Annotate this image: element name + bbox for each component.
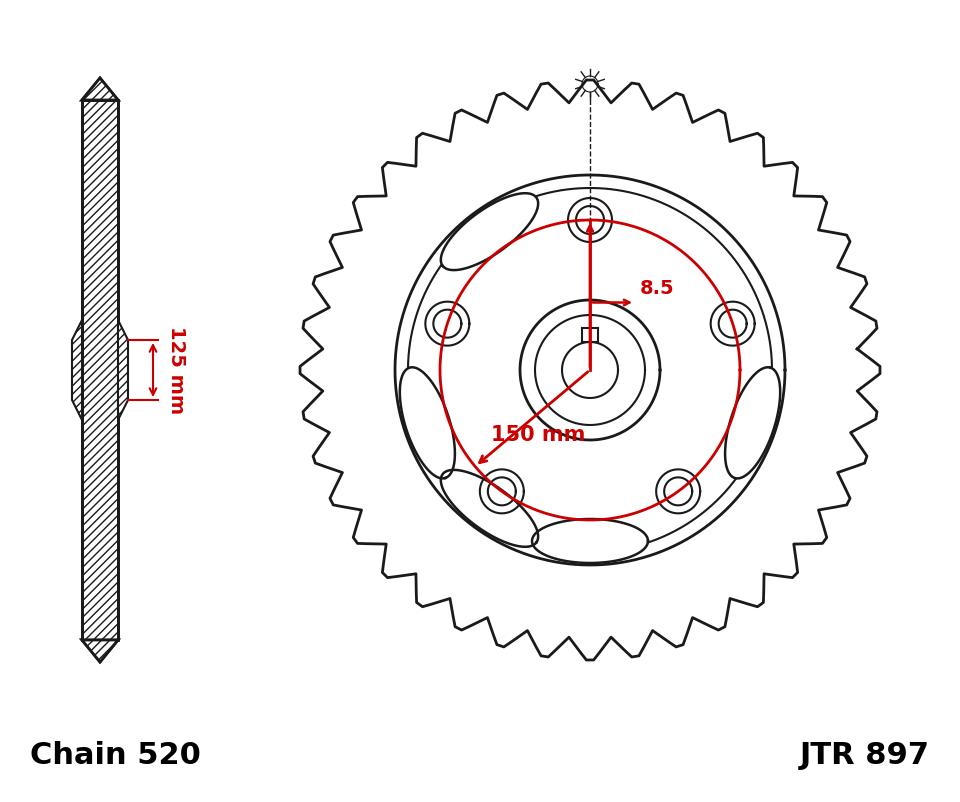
Polygon shape — [300, 80, 880, 660]
Text: 8.5: 8.5 — [640, 278, 675, 298]
Polygon shape — [118, 320, 128, 420]
Polygon shape — [82, 78, 118, 100]
Polygon shape — [82, 100, 118, 640]
Polygon shape — [657, 469, 700, 513]
Polygon shape — [82, 78, 118, 100]
Polygon shape — [425, 302, 469, 346]
Polygon shape — [82, 640, 118, 662]
Polygon shape — [532, 519, 648, 563]
Polygon shape — [82, 640, 118, 662]
FancyBboxPatch shape — [82, 99, 118, 640]
Polygon shape — [399, 367, 455, 478]
Text: Chain 520: Chain 520 — [30, 741, 201, 770]
Polygon shape — [568, 198, 612, 242]
Polygon shape — [520, 300, 660, 440]
Polygon shape — [480, 469, 524, 513]
Polygon shape — [725, 367, 780, 479]
Text: 125 mm: 125 mm — [167, 326, 186, 414]
Text: 150 mm: 150 mm — [492, 425, 586, 445]
Polygon shape — [441, 193, 539, 270]
Polygon shape — [72, 320, 82, 420]
Polygon shape — [441, 470, 539, 547]
Polygon shape — [710, 302, 755, 346]
Text: JTR 897: JTR 897 — [800, 741, 930, 770]
Polygon shape — [395, 175, 785, 565]
